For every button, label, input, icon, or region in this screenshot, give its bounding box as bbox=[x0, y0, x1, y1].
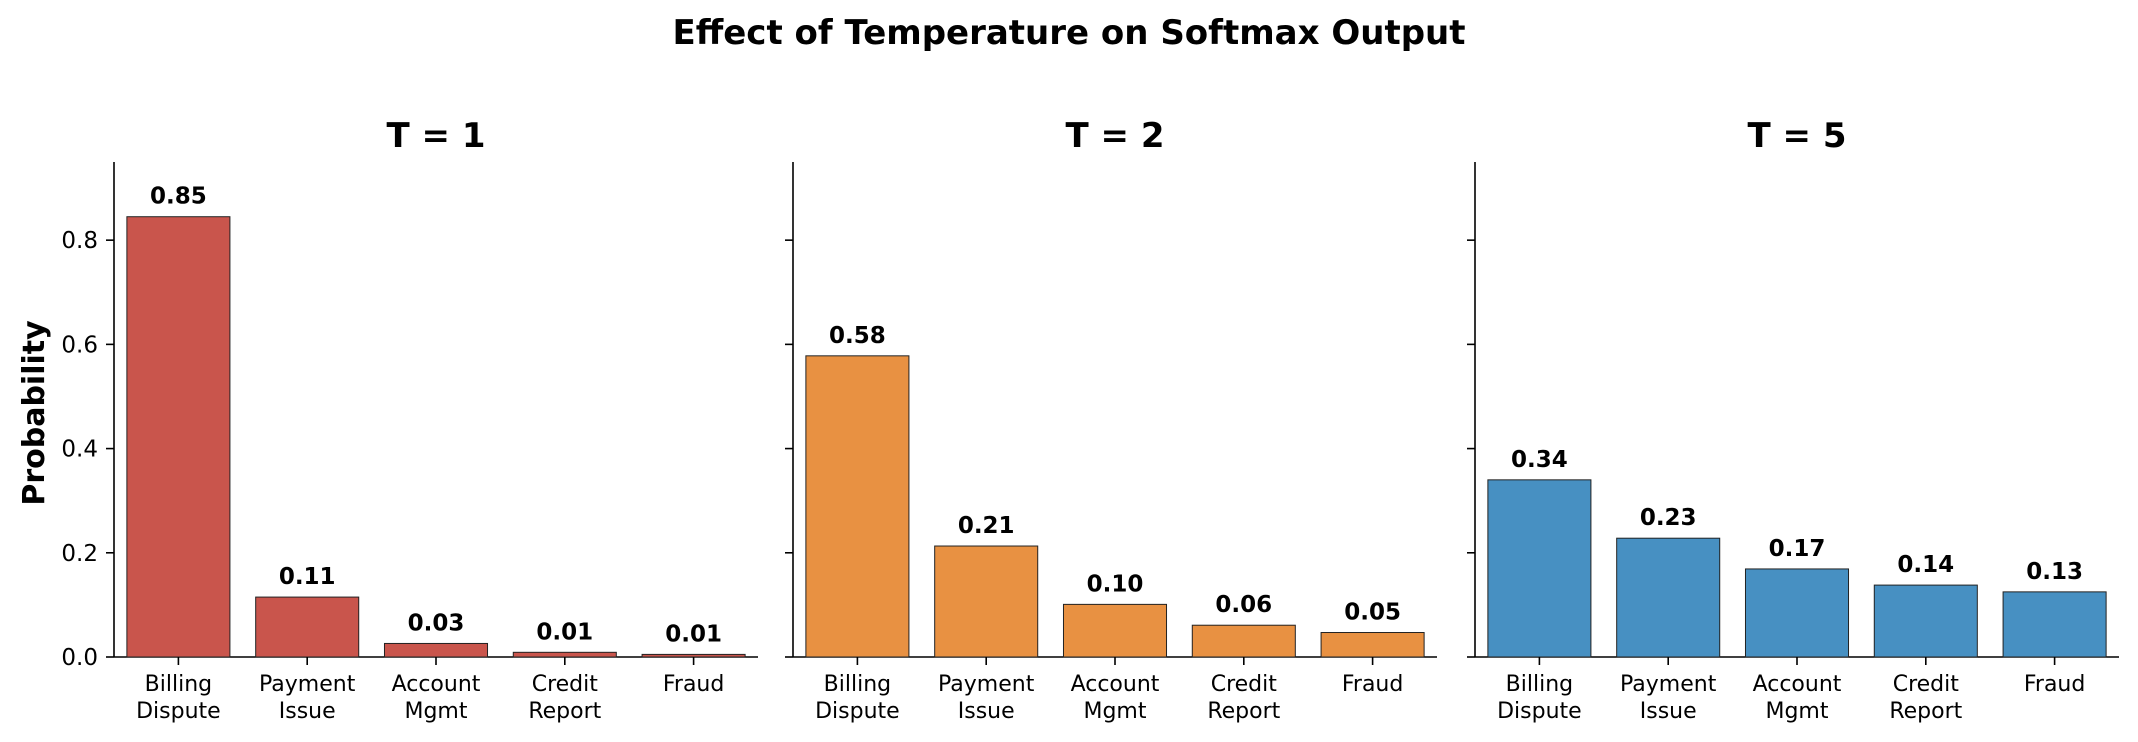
data-label: 0.01 bbox=[665, 621, 722, 647]
data-label: 0.05 bbox=[1344, 600, 1401, 626]
x-tick-label-line: Dispute bbox=[136, 699, 221, 724]
x-tick-label-line: Billing bbox=[145, 672, 212, 697]
x-tick-label-line: Report bbox=[1889, 699, 1962, 724]
y-tick-label: 0.8 bbox=[61, 228, 98, 254]
data-label: 0.14 bbox=[1897, 552, 1954, 578]
x-tick-label: Credit Report bbox=[1207, 672, 1280, 724]
x-tick-label: Billing Dispute bbox=[136, 672, 221, 724]
bar bbox=[126, 216, 231, 658]
x-tick-label-line: Dispute bbox=[815, 699, 900, 724]
x-tick-label-line: Report bbox=[1207, 699, 1280, 724]
x-tick-label: Credit Report bbox=[1889, 672, 1962, 724]
bar bbox=[1320, 632, 1425, 658]
x-tick-label-line: Issue bbox=[958, 699, 1015, 724]
x-tick-label: Fraud bbox=[2024, 672, 2086, 697]
x-tick-label-line: Issue bbox=[279, 699, 336, 724]
bar bbox=[805, 355, 910, 658]
bar bbox=[1744, 568, 1850, 658]
data-label: 0.17 bbox=[1769, 536, 1826, 562]
x-tick-label-line: Billing bbox=[1506, 672, 1573, 697]
data-label: 0.03 bbox=[408, 610, 465, 636]
data-label: 0.23 bbox=[1640, 505, 1697, 531]
x-tick-label-line: Mgmt bbox=[1083, 699, 1146, 724]
data-label: 0.06 bbox=[1215, 592, 1272, 618]
data-label: 0.01 bbox=[536, 619, 593, 645]
x-tick-label-line: Fraud bbox=[2024, 672, 2086, 697]
bar bbox=[1062, 603, 1168, 658]
y-tick-label: 0.2 bbox=[61, 541, 98, 567]
bar bbox=[1616, 537, 1721, 658]
data-label: 0.58 bbox=[829, 323, 886, 349]
x-tick-label-line: Payment bbox=[259, 672, 356, 697]
data-label: 0.11 bbox=[279, 564, 336, 590]
x-tick-label-line: Payment bbox=[1620, 672, 1717, 697]
y-tick-label: 0.0 bbox=[61, 645, 98, 671]
data-label: 0.34 bbox=[1511, 447, 1568, 473]
x-tick-label: Credit Report bbox=[528, 672, 601, 724]
x-tick-label-line: Account bbox=[1071, 672, 1160, 697]
x-tick-label: Fraud bbox=[1342, 672, 1404, 697]
bar bbox=[1191, 624, 1296, 658]
bar bbox=[512, 651, 617, 658]
bar bbox=[934, 545, 1039, 658]
x-tick-label-line: Mgmt bbox=[1765, 699, 1828, 724]
data-label: 0.21 bbox=[958, 513, 1015, 539]
x-tick-label: Payment Issue bbox=[259, 672, 356, 724]
y-tick-label: 0.4 bbox=[61, 437, 98, 463]
bar bbox=[2002, 591, 2107, 658]
x-tick-label-line: Credit bbox=[532, 672, 599, 697]
data-label: 0.13 bbox=[2026, 559, 2083, 585]
x-tick-label-line: Dispute bbox=[1497, 699, 1582, 724]
x-tick-label-line: Billing bbox=[824, 672, 891, 697]
x-tick-label-line: Payment bbox=[938, 672, 1035, 697]
panel-title: T = 1 bbox=[386, 116, 485, 156]
chart-title: Effect of Temperature on Softmax Output bbox=[672, 13, 1465, 53]
panel-title: T = 5 bbox=[1747, 116, 1846, 156]
x-tick-label: Billing Dispute bbox=[815, 672, 900, 724]
y-axis-label: Probability bbox=[17, 320, 52, 506]
x-tick-label: Account Mgmt bbox=[392, 672, 481, 724]
bar bbox=[1487, 479, 1592, 658]
x-tick-label-line: Credit bbox=[1211, 672, 1278, 697]
panel-2: T = 2 0.58 Billing Dispute 0.21 Payment Issue 0… bbox=[785, 116, 1437, 724]
y-tick-label: 0.6 bbox=[61, 332, 98, 358]
x-tick-label-line: Report bbox=[528, 699, 601, 724]
x-tick-label-line: Fraud bbox=[663, 672, 725, 697]
bar bbox=[1873, 584, 1978, 658]
bar bbox=[255, 596, 360, 658]
x-tick-label-line: Credit bbox=[1893, 672, 1960, 697]
data-label: 0.10 bbox=[1087, 571, 1144, 597]
bar bbox=[383, 642, 489, 658]
x-tick-label: Account Mgmt bbox=[1753, 672, 1842, 724]
x-tick-label-line: Mgmt bbox=[404, 699, 467, 724]
panel-1: T = 1 0.0 0.2 0.4 0.6 0.8 0.85 Billing Dispute 0.… bbox=[61, 116, 758, 724]
x-tick-label: Billing Dispute bbox=[1497, 672, 1582, 724]
x-tick-label-line: Account bbox=[392, 672, 481, 697]
bar bbox=[641, 653, 746, 658]
x-tick-label-line: Issue bbox=[1640, 699, 1697, 724]
x-tick-label: Account Mgmt bbox=[1071, 672, 1160, 724]
x-tick-label-line: Account bbox=[1753, 672, 1842, 697]
x-tick-label: Fraud bbox=[663, 672, 725, 697]
x-tick-label: Payment Issue bbox=[938, 672, 1035, 724]
panel-3: T = 5 0.34 Billing Dispute 0.23 Payment Issue 0… bbox=[1467, 116, 2119, 724]
x-tick-label-line: Fraud bbox=[1342, 672, 1404, 697]
data-label: 0.85 bbox=[150, 184, 207, 210]
x-tick-label: Payment Issue bbox=[1620, 672, 1717, 724]
panel-title: T = 2 bbox=[1065, 116, 1164, 156]
